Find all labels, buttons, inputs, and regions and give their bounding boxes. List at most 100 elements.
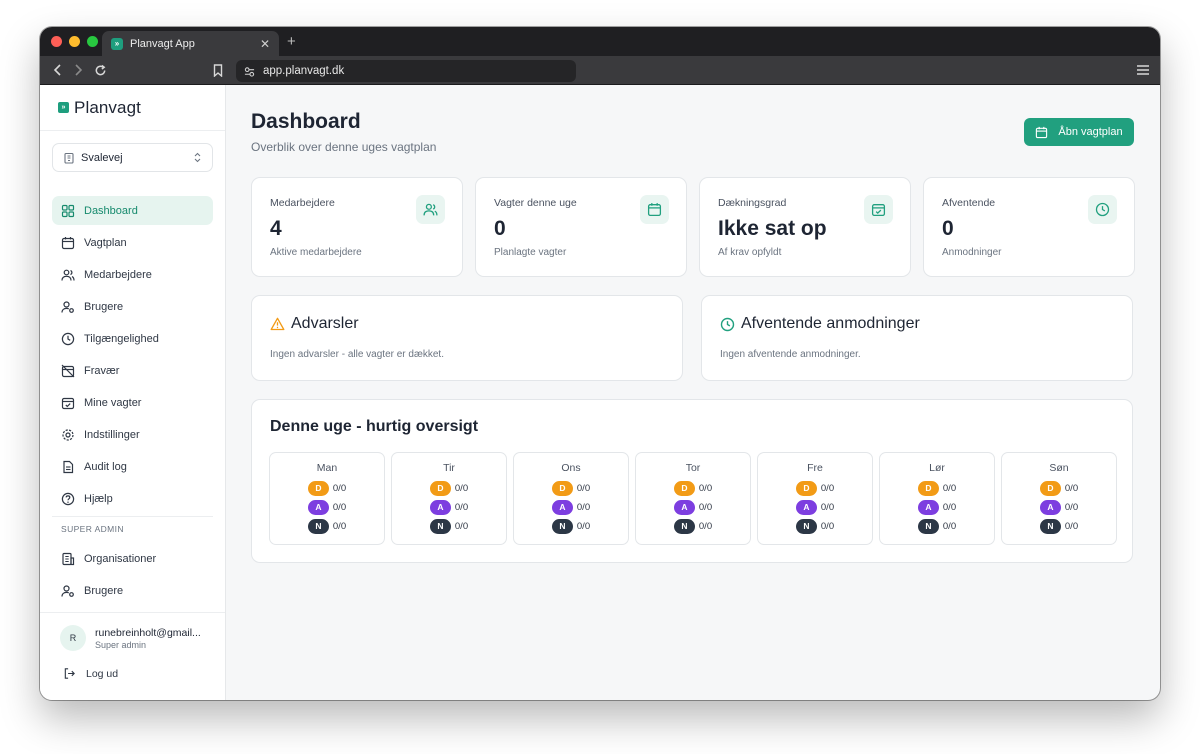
user-role: Super admin xyxy=(95,639,147,650)
night-shift-badge: N xyxy=(795,518,817,534)
shift-count: 0/0 xyxy=(576,520,591,532)
sidebar-item-admin-brugere[interactable]: Brugere xyxy=(52,576,213,605)
sidebar-item-label: Fravær xyxy=(84,364,120,377)
sidebar-item-hjaelp[interactable]: Hjælp xyxy=(52,484,213,513)
tab-title: Planvagt App xyxy=(130,37,195,50)
user-cog-icon xyxy=(61,300,74,313)
browser-toolbar: app.planvagt.dk xyxy=(40,56,1160,85)
building-icon xyxy=(62,552,75,565)
sidebar-item-indstillinger[interactable]: Indstillinger xyxy=(52,420,213,449)
browser-tabbar: » Planvagt App ✕ + xyxy=(40,27,1160,56)
close-tab-icon[interactable]: ✕ xyxy=(259,36,270,51)
sidebar-item-organisationer[interactable]: Organisationer xyxy=(52,544,213,573)
day-card[interactable]: Ons D 0/0 A 0/0 N 0/0 xyxy=(513,452,629,545)
stat-subtext: Af krav opfyldt xyxy=(718,247,782,258)
chevron-left-icon xyxy=(53,64,61,76)
logout-button[interactable]: Log ud xyxy=(60,667,225,680)
stat-label: Vagter denne uge xyxy=(494,197,577,209)
warning-triangle-icon xyxy=(270,317,285,331)
sidebar-item-fravaer[interactable]: Fravær xyxy=(52,356,213,385)
sidebar-item-vagtplan[interactable]: Vagtplan xyxy=(52,228,213,257)
reload-button[interactable] xyxy=(92,62,108,78)
users-icon xyxy=(61,269,75,281)
stat-value: 4 xyxy=(270,217,282,240)
back-button[interactable] xyxy=(50,62,66,78)
stat-value: 0 xyxy=(942,217,954,240)
night-shift-badge: N xyxy=(917,518,939,534)
day-shift-badge: D xyxy=(307,480,329,496)
stat-card-pending: Afventende 0 Anmodninger xyxy=(923,177,1135,277)
user-profile[interactable]: R runebreinholt@gmail... Super admin xyxy=(60,625,225,651)
stat-value: 0 xyxy=(494,217,506,240)
shift-count: 0/0 xyxy=(698,482,713,494)
sidebar-item-dashboard[interactable]: Dashboard xyxy=(52,196,213,225)
main-content: Dashboard Overblik over denne uges vagtp… xyxy=(226,85,1160,700)
stat-label: Afventende xyxy=(942,197,996,209)
shift-count: 0/0 xyxy=(332,482,347,494)
day-card[interactable]: Man D 0/0 A 0/0 N 0/0 xyxy=(269,452,385,545)
address-bar[interactable]: app.planvagt.dk xyxy=(236,60,576,82)
calendar-check-icon xyxy=(61,397,75,409)
site-settings-icon[interactable] xyxy=(244,66,255,77)
minimize-window-button[interactable] xyxy=(69,36,80,47)
sidebar: » Planvagt Svalevej Dashboard Vagtplan xyxy=(40,85,226,700)
day-card[interactable]: Fre D 0/0 A 0/0 N 0/0 xyxy=(757,452,873,545)
org-selector[interactable]: Svalevej xyxy=(52,143,213,172)
page-subtitle: Overblik over denne uges vagtplan xyxy=(251,140,437,154)
new-tab-button[interactable]: + xyxy=(287,33,296,50)
calendar-icon xyxy=(640,195,669,224)
building-icon xyxy=(64,152,74,164)
day-card[interactable]: Tir D 0/0 A 0/0 N 0/0 xyxy=(391,452,507,545)
pending-title: Afventende anmodninger xyxy=(741,315,920,332)
day-shift-badge: D xyxy=(795,480,817,496)
week-overview-title: Denne uge - hurtig oversigt xyxy=(270,418,479,435)
maximize-window-button[interactable] xyxy=(87,36,98,47)
shift-count: 0/0 xyxy=(576,501,591,513)
day-name: Lør xyxy=(929,462,945,474)
gear-icon xyxy=(62,428,74,441)
sidebar-item-label: Vagtplan xyxy=(84,236,127,249)
evening-shift-badge: A xyxy=(673,499,695,515)
user-cog-icon xyxy=(61,584,74,597)
stat-card-employees: Medarbejdere 4 Aktive medarbejdere xyxy=(251,177,463,277)
brand-logo-icon: » xyxy=(58,102,69,113)
day-card[interactable]: Lør D 0/0 A 0/0 N 0/0 xyxy=(879,452,995,545)
shift-count: 0/0 xyxy=(332,501,347,513)
day-name: Fre xyxy=(807,462,823,474)
day-card[interactable]: Søn D 0/0 A 0/0 N 0/0 xyxy=(1001,452,1117,545)
browser-tab[interactable]: » Planvagt App ✕ xyxy=(102,31,279,56)
calendar-icon xyxy=(61,236,75,249)
brand-name: Planvagt xyxy=(74,97,141,117)
users-icon xyxy=(416,195,445,224)
brand[interactable]: » Planvagt xyxy=(40,85,225,131)
clock-icon xyxy=(61,332,75,345)
browser-menu-button[interactable] xyxy=(1136,63,1150,81)
shift-count: 0/0 xyxy=(1064,520,1079,532)
evening-shift-badge: A xyxy=(307,499,329,515)
sidebar-item-audit-log[interactable]: Audit log xyxy=(52,452,213,481)
sidebar-item-brugere[interactable]: Brugere xyxy=(52,292,213,321)
night-shift-badge: N xyxy=(673,518,695,534)
sidebar-item-label: Brugere xyxy=(84,584,124,597)
help-circle-icon xyxy=(61,492,75,505)
calendar-icon xyxy=(1036,126,1048,138)
shift-count: 0/0 xyxy=(820,520,835,532)
bookmark-button[interactable] xyxy=(210,62,226,78)
pending-text: Ingen afventende anmodninger. xyxy=(720,349,861,360)
stat-subtext: Aktive medarbejdere xyxy=(270,247,362,258)
info-panels: Advarsler Ingen advarsler - alle vagter … xyxy=(251,295,1133,381)
sidebar-item-mine-vagter[interactable]: Mine vagter xyxy=(52,388,213,417)
file-text-icon xyxy=(63,460,74,473)
page-title: Dashboard xyxy=(251,110,361,133)
shift-count: 0/0 xyxy=(1064,482,1079,494)
sidebar-item-medarbejdere[interactable]: Medarbejdere xyxy=(52,260,213,289)
favicon-icon: » xyxy=(111,37,123,50)
user-email: runebreinholt@gmail... xyxy=(95,626,201,639)
day-card[interactable]: Tor D 0/0 A 0/0 N 0/0 xyxy=(635,452,751,545)
shift-count: 0/0 xyxy=(332,520,347,532)
open-schedule-button[interactable]: Åbn vagtplan xyxy=(1024,118,1134,146)
close-window-button[interactable] xyxy=(51,36,62,47)
shift-count: 0/0 xyxy=(820,482,835,494)
forward-button[interactable] xyxy=(70,62,86,78)
sidebar-item-tilgaengelighed[interactable]: Tilgængelighed xyxy=(52,324,213,353)
